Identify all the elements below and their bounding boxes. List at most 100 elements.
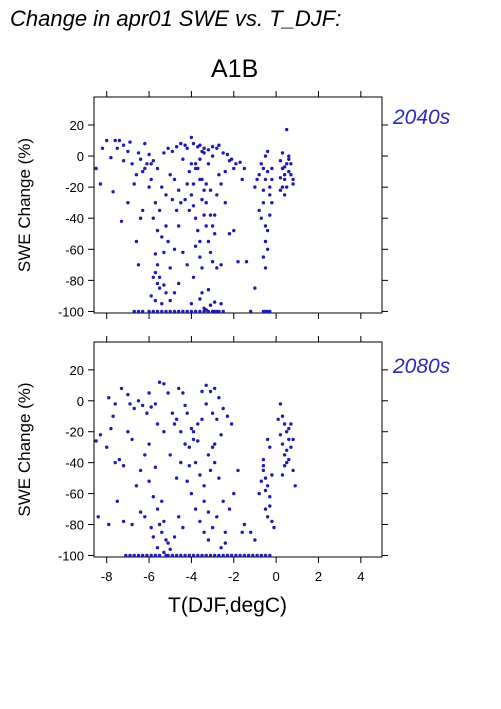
data-point — [293, 484, 297, 488]
data-point — [285, 127, 289, 132]
data-point — [213, 442, 217, 446]
data-point — [215, 417, 219, 421]
data-point — [240, 177, 244, 182]
data-point — [141, 309, 145, 314]
data-point — [132, 553, 136, 558]
data-point — [278, 159, 283, 163]
data-point — [179, 141, 183, 146]
data-point — [215, 266, 219, 270]
data-point — [263, 507, 268, 511]
data-point — [242, 522, 247, 527]
data-point — [174, 553, 179, 558]
data-point — [162, 550, 166, 555]
data-point — [280, 414, 285, 418]
data-point — [145, 162, 149, 166]
data-point — [183, 553, 187, 558]
data-point — [164, 224, 168, 228]
data-point — [249, 530, 253, 534]
data-point — [141, 553, 145, 558]
data-point — [200, 291, 204, 295]
data-point — [113, 460, 117, 465]
data-point — [153, 465, 158, 469]
data-point — [221, 406, 225, 411]
data-point — [98, 433, 103, 437]
data-point — [166, 239, 170, 244]
x-tick-label: 0 — [273, 569, 280, 584]
data-point — [270, 166, 274, 171]
data-point — [185, 146, 189, 150]
data-point — [263, 488, 268, 493]
data-point — [278, 188, 283, 192]
data-point — [261, 255, 266, 259]
data-point — [147, 479, 151, 483]
data-point — [136, 553, 141, 558]
data-point — [213, 213, 217, 217]
data-point — [126, 430, 130, 434]
scatter-panel-2040s: 20 0 -20 -40 -60 -80 -100 SWE Change (%) — [15, 91, 388, 319]
data-point — [261, 468, 266, 473]
data-point — [128, 402, 132, 406]
data-point — [213, 553, 217, 558]
data-point — [136, 263, 141, 267]
data-point — [219, 182, 223, 186]
data-point — [263, 266, 268, 270]
data-point — [210, 525, 215, 530]
data-point — [130, 522, 134, 527]
data-point — [117, 138, 122, 143]
data-point — [234, 553, 238, 558]
data-point — [210, 260, 215, 264]
data-point — [215, 193, 219, 197]
data-point — [285, 460, 289, 465]
data-point — [200, 417, 204, 421]
data-point — [287, 157, 291, 161]
data-point — [147, 185, 151, 189]
data-point — [198, 239, 202, 244]
data-point — [263, 476, 268, 480]
data-point — [162, 382, 166, 386]
data-point — [268, 445, 272, 449]
data-point — [210, 411, 215, 415]
data-point — [147, 391, 151, 395]
data-point — [155, 546, 160, 550]
data-point — [138, 468, 143, 473]
data-point — [263, 177, 268, 182]
data-point — [174, 417, 179, 421]
data-point — [149, 553, 153, 558]
y-tick-label: 0 — [77, 394, 84, 409]
y-axis-label: SWE Change (%) — [15, 382, 34, 516]
data-point — [221, 151, 225, 155]
data-point — [162, 250, 166, 255]
data-point — [289, 445, 293, 449]
data-point — [153, 402, 158, 406]
data-point — [177, 309, 181, 314]
data-point — [191, 430, 196, 434]
data-point — [177, 515, 181, 519]
data-point — [155, 228, 160, 233]
y-tick-label: -20 — [65, 425, 84, 440]
data-point — [160, 499, 164, 503]
data-point — [285, 185, 289, 189]
data-point — [206, 538, 211, 542]
data-point — [200, 149, 204, 154]
data-point — [204, 182, 208, 186]
data-point — [132, 406, 136, 411]
data-point — [282, 422, 287, 426]
data-point — [157, 286, 162, 290]
data-point — [200, 177, 204, 182]
data-point — [157, 380, 162, 384]
data-point — [136, 151, 141, 155]
data-point — [128, 553, 132, 558]
data-point — [200, 553, 204, 558]
data-point — [136, 309, 141, 314]
data-point — [291, 437, 295, 442]
data-point — [105, 445, 109, 449]
data-point — [96, 515, 100, 519]
x-tick-label: 4 — [357, 569, 364, 584]
data-point — [189, 193, 194, 197]
data-point — [119, 219, 124, 223]
data-point — [251, 553, 255, 558]
data-point — [200, 197, 204, 202]
data-point — [265, 228, 270, 233]
x-axis-label: T(DJF,degC) — [168, 594, 288, 617]
